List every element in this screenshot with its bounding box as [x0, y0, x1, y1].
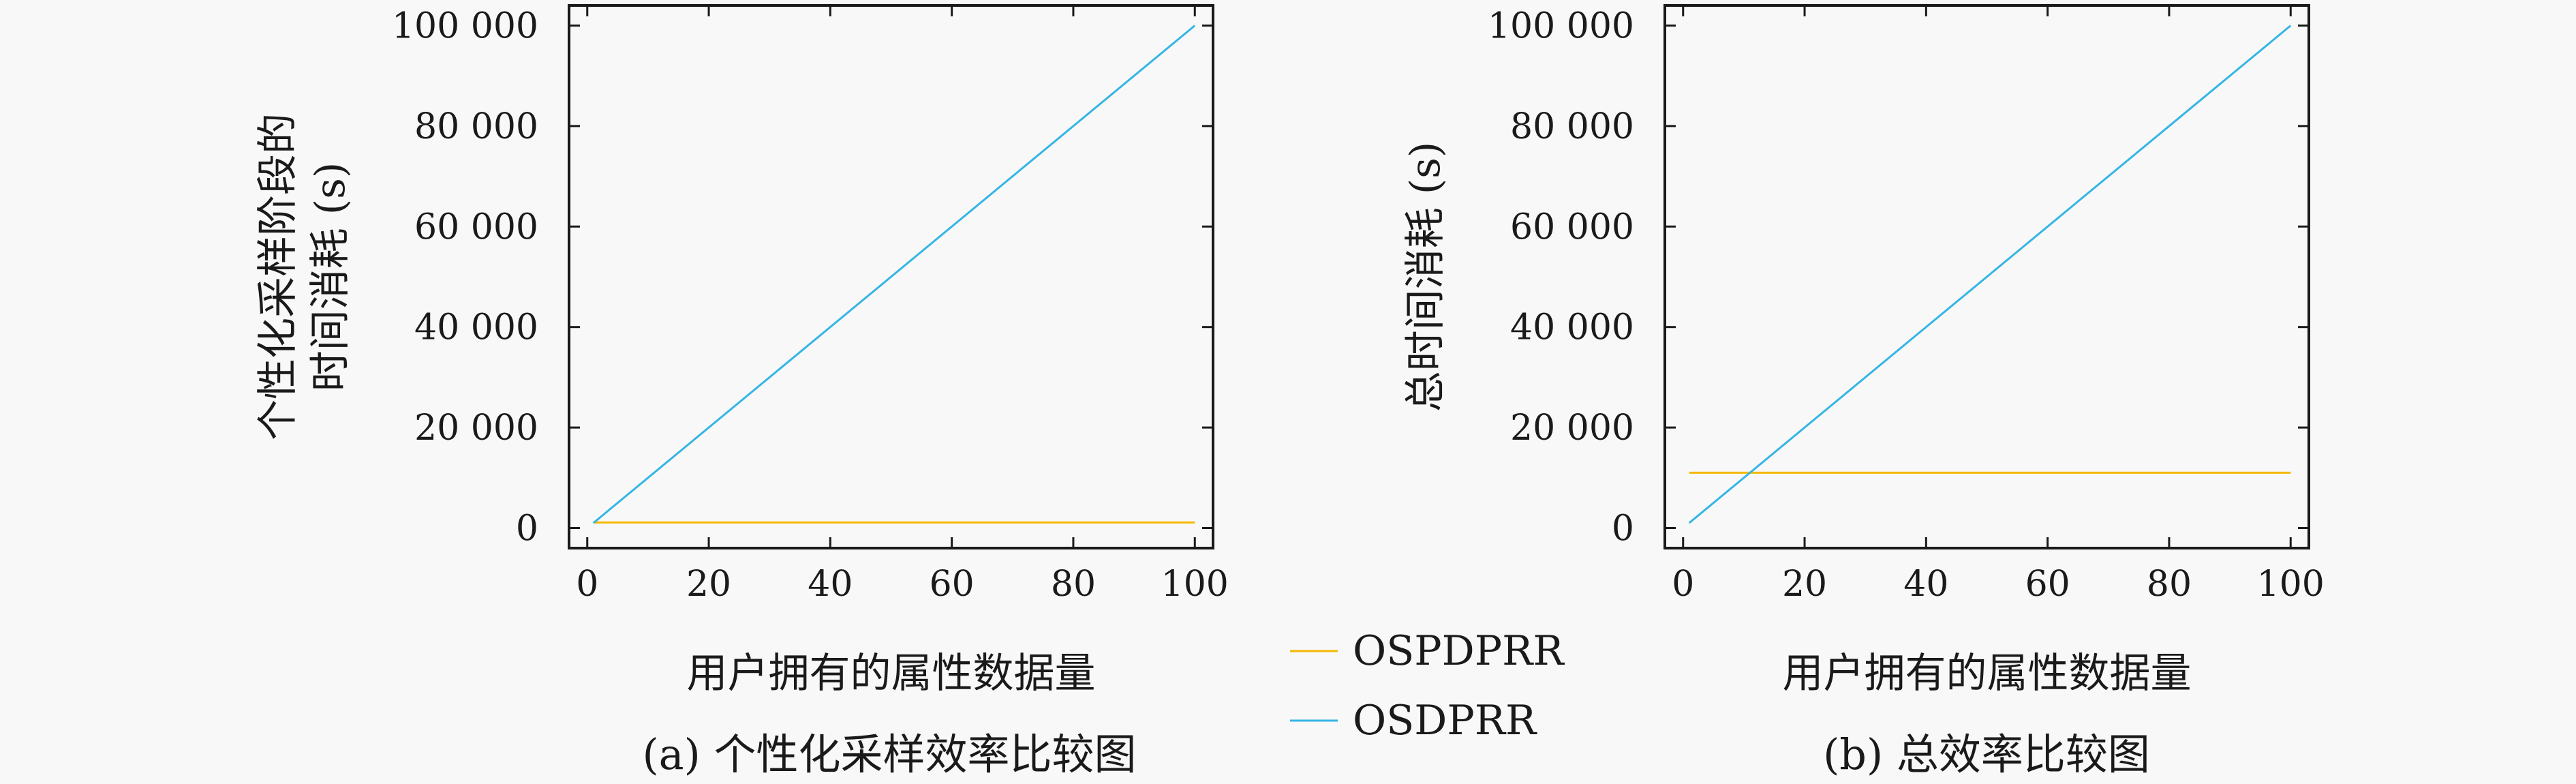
x-tick-label: 40 — [808, 564, 853, 605]
series-line-osdprr — [592, 25, 1196, 524]
series-line-osdprr — [1688, 25, 2292, 524]
x-axis-label: 用户拥有的属性数据量 — [687, 650, 1096, 697]
legend-label: OSPDPRR — [1353, 627, 1565, 675]
x-tick-label: 0 — [576, 564, 598, 605]
legend-label: OSDPRR — [1353, 697, 1537, 744]
y-tick-label: 60 000 — [1510, 207, 1634, 247]
x-tick-label: 40 — [1903, 564, 1948, 605]
y-tick-label: 0 — [1612, 509, 1634, 549]
x-tick-label: 60 — [2025, 564, 2070, 605]
y-tick-label: 80 000 — [414, 106, 538, 147]
y-tick-label: 40 000 — [1510, 307, 1634, 348]
x-axis-label: 用户拥有的属性数据量 — [1783, 650, 2192, 697]
chart-a: 0 20 40 60 80 100 0 20 000 40 000 60 000 80 000 100… — [254, 4, 1229, 779]
y-axis-label: 个性化采样阶段的 — [254, 113, 302, 440]
x-tick-label: 20 — [1782, 564, 1827, 605]
chart-b: 0 20 40 60 80 100 0 20 000 40 000 60 000 80 000 100… — [1402, 4, 2325, 779]
y-axis-label: 总时间消耗 (s) — [1402, 142, 1450, 412]
legend: OSPDPRR OSDPRR — [1290, 627, 1565, 744]
y-tick-label: 20 000 — [414, 408, 538, 449]
x-tick-label: 60 — [930, 564, 975, 605]
y-tick-label: 60 000 — [414, 207, 538, 247]
plot-frame — [568, 4, 1214, 549]
x-tick-label: 0 — [1672, 564, 1694, 605]
y-axis-label: 时间消耗 (s) — [307, 162, 354, 392]
y-tick-label: 20 000 — [1510, 408, 1634, 449]
y-tick-label: 40 000 — [414, 307, 538, 348]
x-tick-label: 80 — [2147, 564, 2192, 605]
x-tick-label: 100 — [1161, 564, 1229, 605]
y-tick-label: 0 — [516, 509, 538, 549]
subfigure-caption: (b) 总效率比较图 — [1823, 729, 2150, 779]
x-tick-label: 20 — [686, 564, 731, 605]
y-tick-label: 100 000 — [392, 5, 538, 46]
x-tick-label: 80 — [1051, 564, 1096, 605]
subfigure-caption: (a) 个性化采样效率比较图 — [642, 729, 1136, 779]
y-tick-label: 80 000 — [1510, 106, 1634, 147]
plot-frame — [1663, 4, 2310, 549]
x-tick-label: 100 — [2257, 564, 2325, 605]
y-tick-label: 100 000 — [1488, 5, 1634, 46]
